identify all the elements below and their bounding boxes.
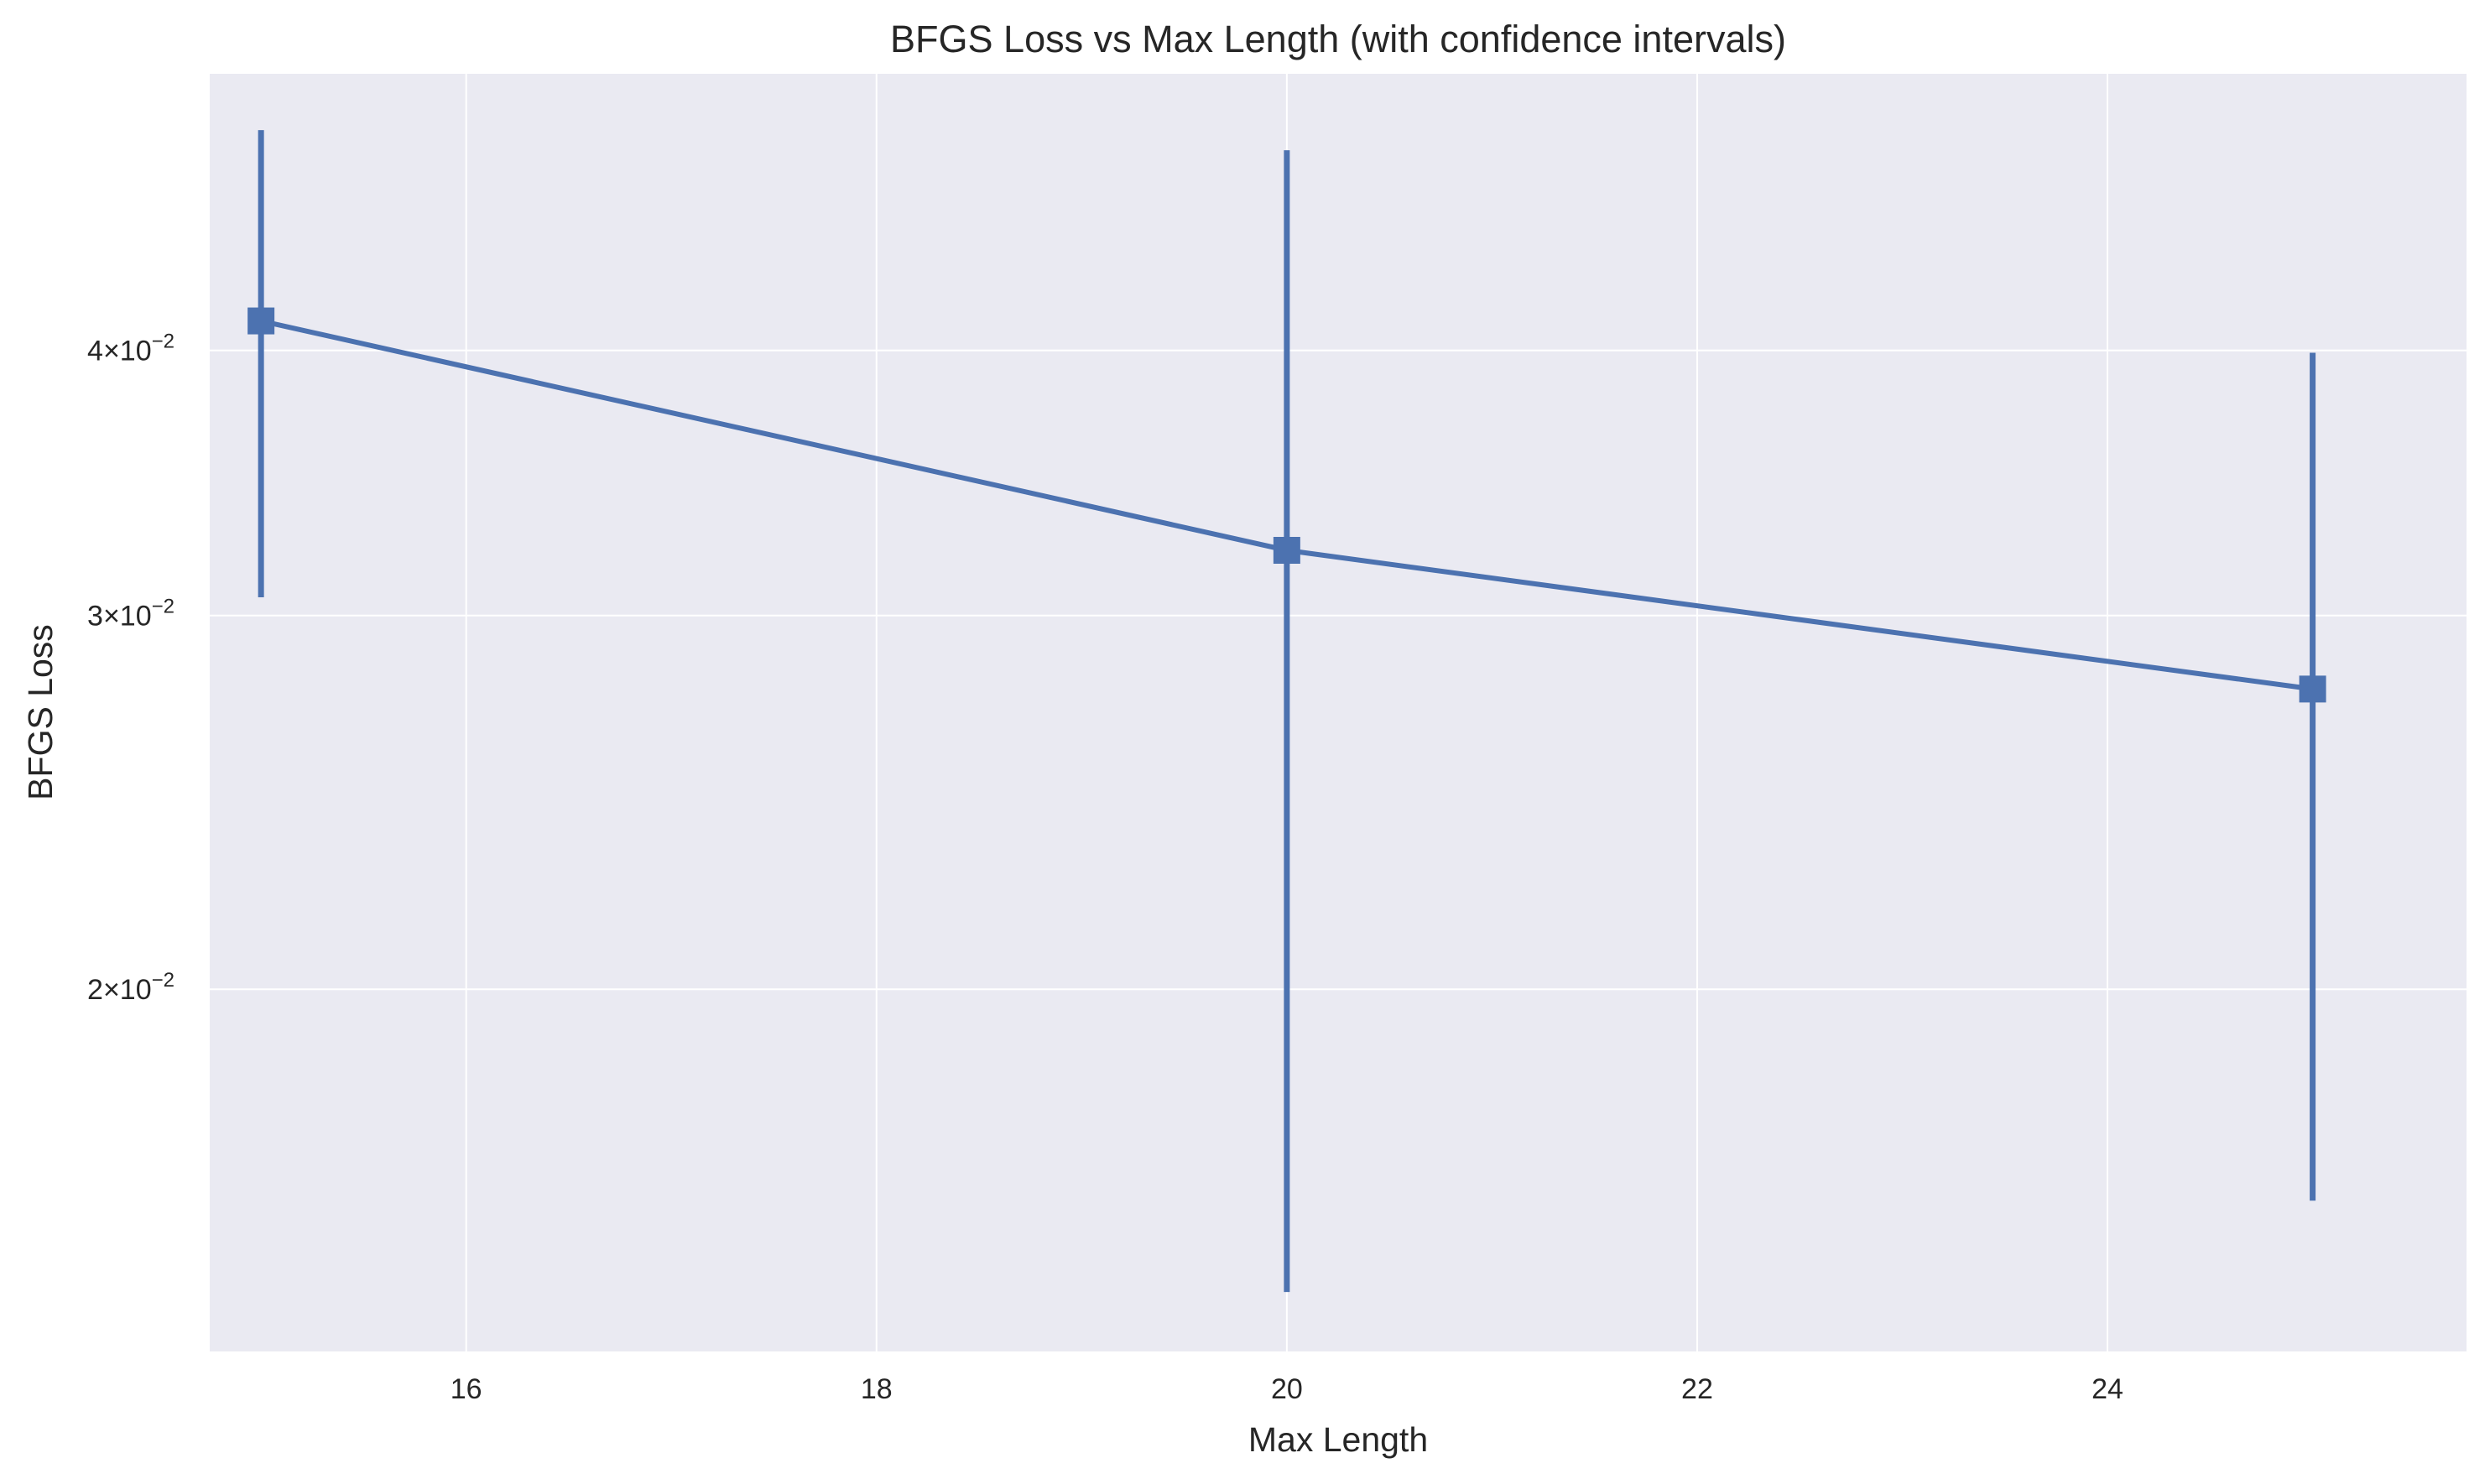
chart-title: BFGS Loss vs Max Length (with confidence… (890, 18, 1786, 60)
data-point (247, 307, 275, 335)
plot-area (210, 74, 2467, 1351)
data-point (1273, 537, 1300, 565)
y-tick-exponent: −2 (152, 969, 175, 992)
y-axis-label: BFGS Loss (21, 624, 60, 800)
data-point (2299, 675, 2326, 703)
y-tick-mantissa: 4 (87, 336, 103, 367)
y-tick-labels: 2×10−23×10−24×10−2 (87, 331, 175, 1007)
x-tick-label: 20 (1271, 1373, 1303, 1405)
x-axis-label: Max Length (1248, 1420, 1428, 1459)
markers (247, 307, 2326, 703)
x-tick-label: 18 (861, 1373, 893, 1405)
y-tick-mantissa: 2 (87, 974, 103, 1006)
y-tick-base: ×10 (103, 336, 152, 367)
y-tick-exponent: −2 (152, 596, 175, 618)
y-tick-base: ×10 (103, 601, 152, 633)
y-tick-label: 2×10−2 (87, 969, 175, 1006)
y-tick-label: 3×10−2 (87, 596, 175, 633)
error-bars (258, 130, 2316, 1293)
x-tick-label: 22 (1681, 1373, 1713, 1405)
y-tick-exponent: −2 (152, 331, 175, 353)
x-tick-labels: 16 18 20 22 24 (451, 1373, 2123, 1405)
y-tick-base: ×10 (103, 974, 152, 1006)
x-tick-label: 24 (2091, 1373, 2123, 1405)
x-tick-label: 16 (451, 1373, 482, 1405)
y-tick-mantissa: 3 (87, 601, 103, 633)
y-tick-label: 4×10−2 (87, 331, 175, 367)
